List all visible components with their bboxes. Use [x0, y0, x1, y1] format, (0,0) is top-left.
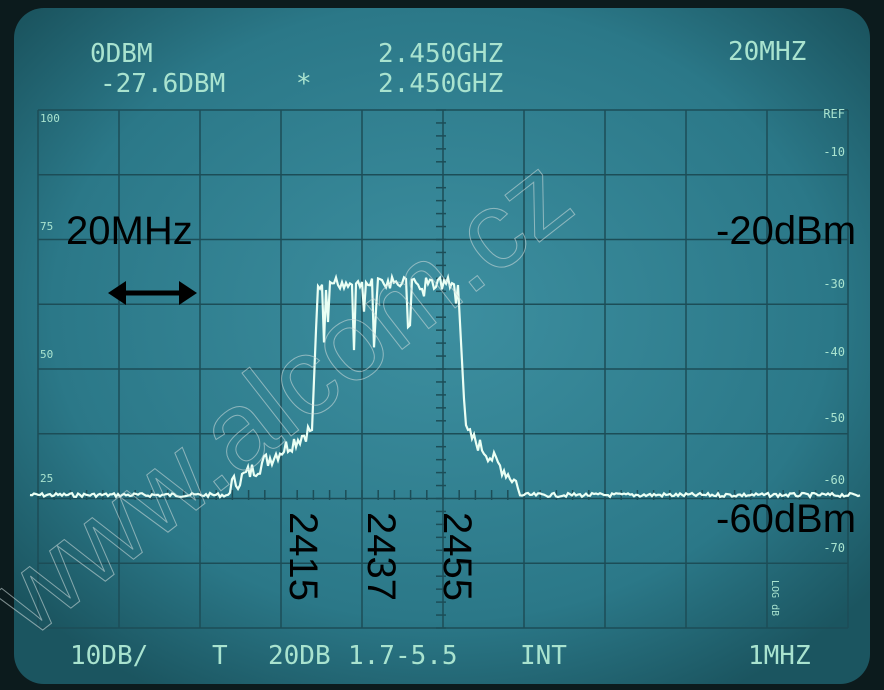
bottom-readout: 1.7-5.5 — [348, 641, 458, 671]
ref-level: 0DBM — [90, 39, 153, 69]
right-scale-label: -50 — [823, 411, 845, 425]
freq-marker: 2437 — [359, 512, 403, 601]
bottom-readout: 10DB/ — [70, 641, 148, 671]
freq-marker: 2415 — [281, 512, 325, 601]
bottom-readout: INT — [520, 641, 567, 671]
right-scale-label: REF — [823, 107, 845, 121]
photo: 0DBM -27.6DBM 2.450GHZ * 2.450GHZ 20MHZ … — [0, 0, 884, 690]
left-scale-label: 100 — [40, 112, 60, 125]
left-scale-label: 50 — [40, 348, 53, 361]
left-scale-label: 25 — [40, 472, 53, 485]
right-scale-label: -30 — [823, 277, 845, 291]
marker-freq: 2.450GHZ — [378, 69, 503, 99]
bottom-readout: 1MHZ — [748, 641, 811, 671]
bottom-readout: 20DB — [268, 641, 331, 671]
right-scale-label: -70 — [823, 541, 845, 555]
span: 20MHZ — [728, 37, 806, 67]
right-scale-label: -40 — [823, 345, 845, 359]
page: 0DBM -27.6DBM 2.450GHZ * 2.450GHZ 20MHZ … — [0, 0, 884, 690]
level-low: -60dBm — [716, 497, 856, 541]
center-freq: 2.450GHZ — [378, 39, 503, 69]
bottom-readout: T — [212, 641, 228, 671]
span-label: 20MHz — [66, 209, 193, 253]
level-high: -20dBm — [716, 209, 856, 253]
freq-marker: 2455 — [435, 512, 479, 601]
marker-symbol: * — [296, 69, 312, 99]
left-scale-label: 75 — [40, 220, 53, 233]
log-label: LOG dB — [769, 580, 780, 616]
right-scale-label: -60 — [823, 473, 845, 487]
right-scale-label: -10 — [823, 145, 845, 159]
marker-level: -27.6DBM — [100, 69, 225, 99]
